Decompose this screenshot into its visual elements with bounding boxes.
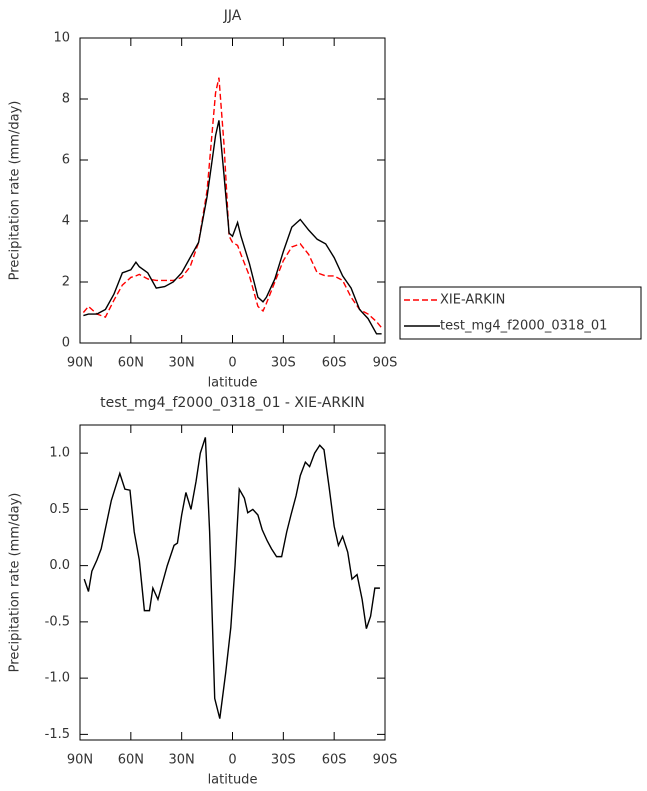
series-line [82,77,383,329]
x-tick-label: 90S [373,753,398,768]
x-tick-label: 60S [322,356,347,371]
x-tick-label: 90S [373,356,398,371]
y-tick-label: 4 [62,214,70,229]
x-tick-label: 30S [271,753,296,768]
x-tick-label: 90N [67,356,93,371]
x-axis-label: latitude [208,376,258,391]
x-tick-label: 0 [228,356,236,371]
y-tick-label: 6 [62,153,70,168]
y-tick-label: 10 [53,31,70,46]
y-tick-label: 0.0 [49,558,70,573]
legend-label: XIE-ARKIN [440,293,505,308]
plot-frame [79,424,386,741]
y-tick-label: 8 [62,92,70,107]
y-tick-label: -0.5 [45,614,70,629]
series-line [83,437,380,719]
legend-box [399,286,642,340]
x-tick-label: 30N [169,356,195,371]
y-tick-label: -1.5 [45,727,70,742]
x-tick-label: 30S [271,356,296,371]
y-tick-label: -1.0 [45,671,70,686]
x-tick-label: 0 [228,753,236,768]
x-tick-label: 60N [118,753,144,768]
x-axis-label: latitude [208,773,258,788]
chart-title: JJA [223,8,242,24]
y-tick-label: 0.5 [49,502,70,517]
y-axis-label: Precipitation rate (mm/day) [8,493,23,673]
x-tick-label: 60S [322,753,347,768]
y-axis-label: Precipitation rate (mm/day) [8,101,23,281]
x-tick-label: 90N [67,753,93,768]
x-tick-label: 30N [169,753,195,768]
y-tick-label: 0 [62,336,70,351]
chart-title: test_mg4_f2000_0318_01 - XIE-ARKIN [100,395,365,411]
x-tick-label: 60N [118,356,144,371]
plot-frame [79,37,386,344]
legend-label: test_mg4_f2000_0318_01 [440,319,607,334]
y-tick-label: 2 [62,275,70,290]
series-line [83,120,382,335]
y-tick-label: 1.0 [49,446,70,461]
